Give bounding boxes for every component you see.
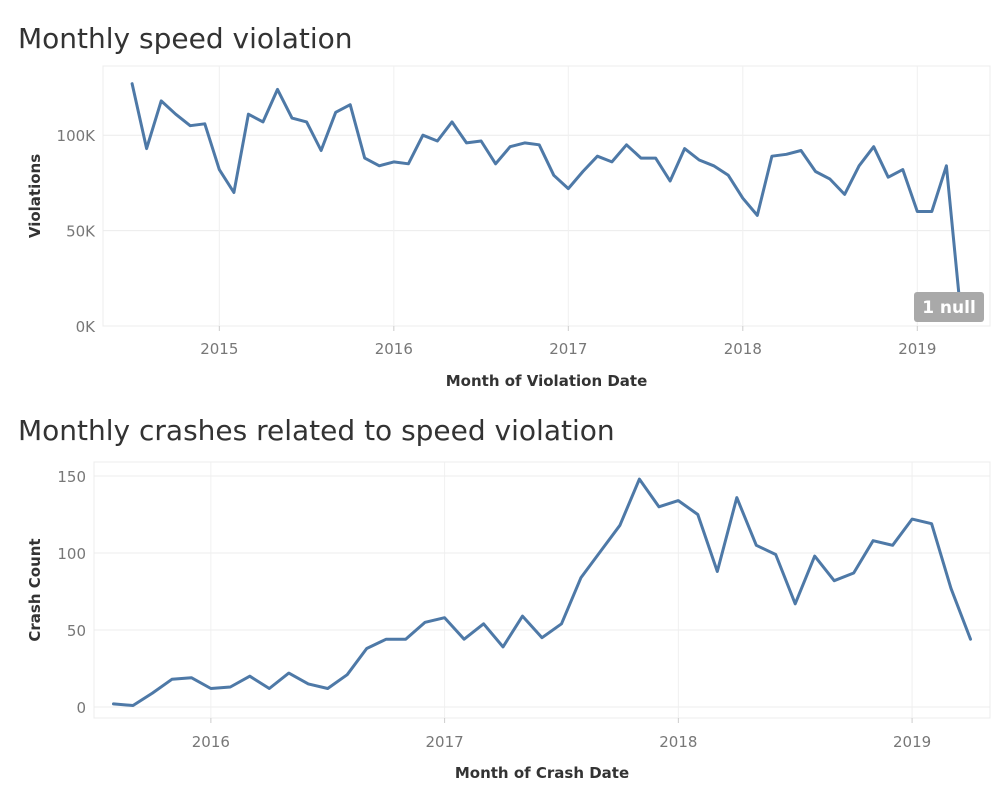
- crashes-chart-panel: Monthly crashes related to speed violati…: [0, 400, 1005, 803]
- x-tick-label: 2017: [426, 733, 464, 751]
- x-tick-label: 2018: [724, 340, 762, 358]
- y-tick-label: 100K: [57, 127, 97, 145]
- series-points: [113, 479, 971, 706]
- x-tick-label: 2018: [659, 733, 697, 751]
- violations-chart: 0K 50K 100K 2015 2016 2017 2018 2019 Month of Vi…: [26, 65, 991, 390]
- chart-title: Monthly speed violation: [18, 22, 353, 55]
- x-axis-ticks: 2015 2016 2017 2018 2019: [200, 66, 936, 358]
- y-tick-label: 50: [67, 622, 86, 640]
- y-tick-label: 0K: [76, 318, 97, 336]
- y-tick-label: 100: [57, 545, 86, 563]
- x-tick-label: 2017: [549, 340, 587, 358]
- series-line: [112, 477, 972, 707]
- y-tick-label: 150: [57, 468, 86, 486]
- null-badge-bg: [914, 292, 984, 322]
- null-badge-label: 1 null: [922, 298, 976, 318]
- x-tick-label: 2016: [375, 340, 413, 358]
- x-tick-label: 2019: [898, 340, 936, 358]
- gridlines: [94, 475, 990, 708]
- x-axis-label: Month of Crash Date: [455, 764, 629, 782]
- y-tick-label: 50K: [66, 223, 96, 241]
- y-axis-ticks: 0 50 100 150: [57, 468, 86, 717]
- x-tick-label: 2016: [192, 733, 230, 751]
- violations-chart-panel: Monthly speed violation 0K 50K 100K 2015 201…: [0, 0, 1005, 400]
- x-tick-label: 2015: [200, 340, 238, 358]
- y-axis-ticks: 0K 50K 100K: [57, 127, 97, 336]
- gridlines: [103, 134, 990, 327]
- y-axis-label: Violations: [26, 154, 44, 238]
- crashes-chart: 0 50 100 150 2016 2017 2018 2019 Month of Crash …: [26, 461, 991, 782]
- plot-frame: [93, 461, 991, 719]
- series-line: [130, 82, 963, 317]
- chart-title: Monthly crashes related to speed violati…: [18, 414, 615, 447]
- x-tick-label: 2019: [893, 733, 931, 751]
- y-tick-label: 0: [76, 699, 86, 717]
- x-axis-ticks: 2016 2017 2018 2019: [192, 462, 931, 751]
- x-axis-label: Month of Violation Date: [446, 372, 648, 390]
- series-points: [132, 83, 962, 315]
- plot-frame: [102, 65, 991, 327]
- y-axis-label: Crash Count: [26, 538, 44, 641]
- null-indicator-badge: 1 null: [914, 292, 984, 322]
